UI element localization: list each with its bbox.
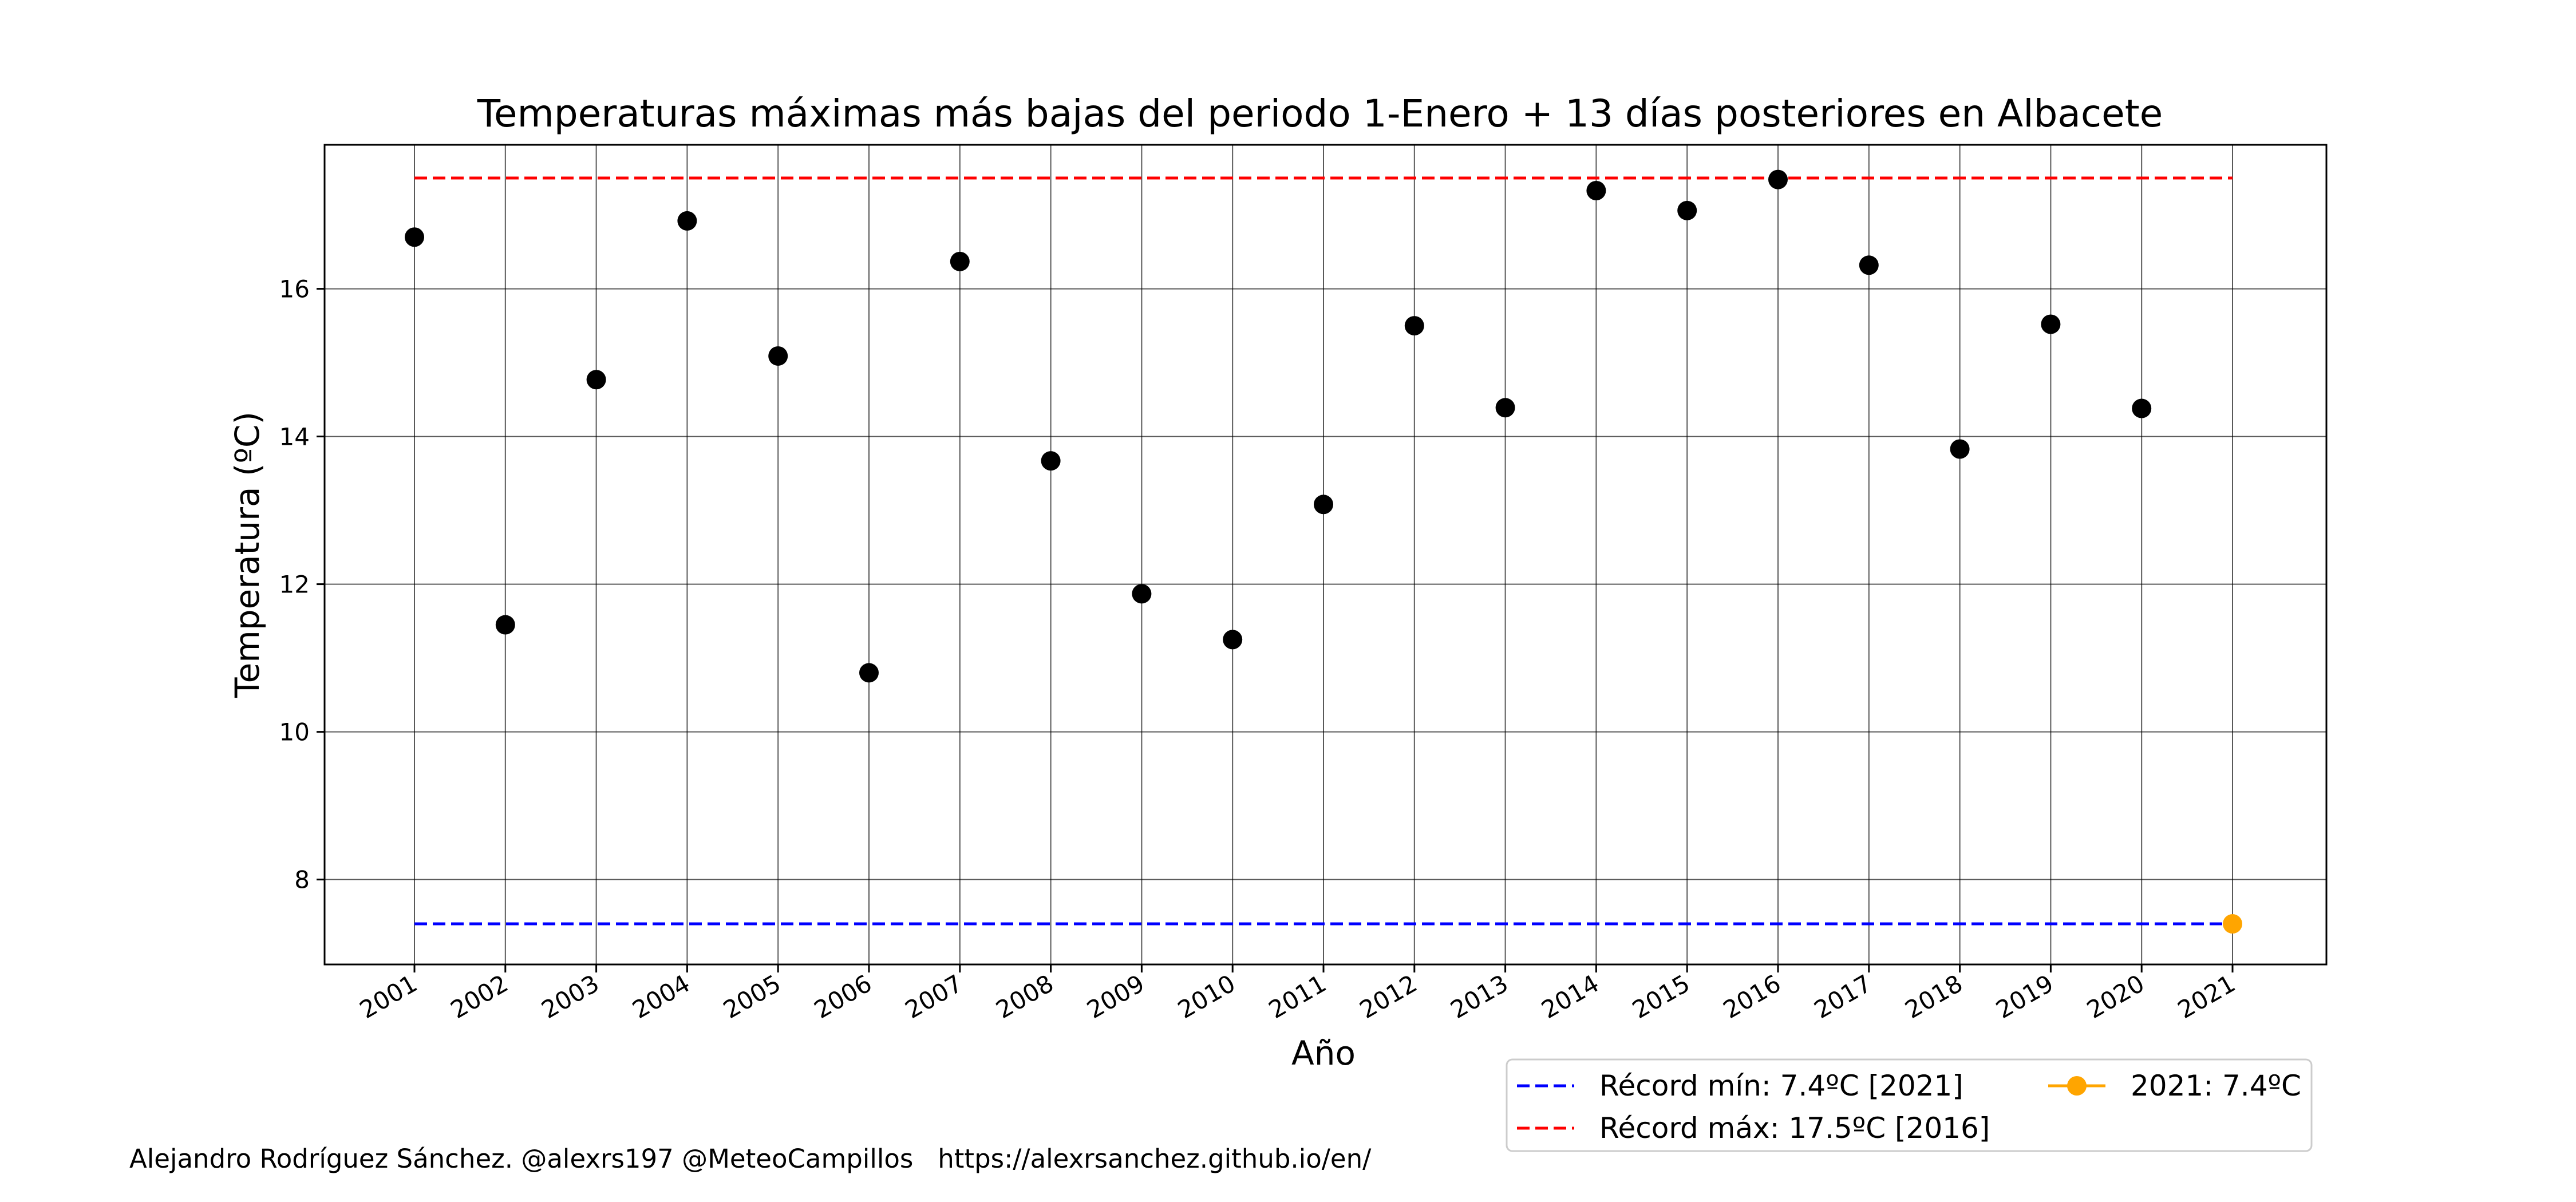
data-point bbox=[859, 663, 879, 683]
chart-title: Temperaturas máximas más bajas del perio… bbox=[477, 92, 2163, 136]
x-tick-label: 2020 bbox=[2082, 969, 2149, 1024]
x-tick-label: 2016 bbox=[1718, 969, 1785, 1024]
x-axis-label: Año bbox=[1291, 1034, 1356, 1073]
data-point bbox=[405, 227, 424, 247]
data-point bbox=[1586, 180, 1606, 200]
data-point bbox=[1950, 439, 1970, 459]
grid-lines bbox=[325, 145, 2326, 964]
x-tick-label: 2012 bbox=[1355, 969, 1422, 1024]
author-credit: Alejandro Rodríguez Sánchez. @alexrs197 … bbox=[129, 1144, 1372, 1174]
plot-frame bbox=[323, 144, 2328, 966]
x-tick-label: 2010 bbox=[1173, 969, 1240, 1024]
data-point bbox=[950, 251, 970, 271]
y-tick-label: 12 bbox=[279, 571, 310, 599]
x-tick-label: 2019 bbox=[1991, 969, 2058, 1024]
y-tick-label: 10 bbox=[279, 718, 310, 746]
x-axis-ticks: 2001 2002 2003 2004 2005 2006 2007 2008 2009 2010… bbox=[355, 964, 2240, 1024]
legend-swatch-marker bbox=[2067, 1076, 2087, 1096]
data-point bbox=[1132, 584, 1152, 604]
y-axis-label: Temperatura (ºC) bbox=[228, 412, 267, 698]
data-point bbox=[1677, 200, 1697, 220]
data-point bbox=[495, 615, 515, 635]
y-tick-label: 8 bbox=[294, 866, 310, 894]
x-tick-label: 2011 bbox=[1264, 969, 1331, 1024]
highlight-point bbox=[2223, 914, 2242, 934]
data-point bbox=[1223, 630, 1243, 650]
data-point bbox=[1495, 398, 1515, 418]
reference-lines bbox=[414, 176, 2233, 926]
x-tick-label: 2013 bbox=[1446, 969, 1513, 1024]
x-tick-label: 2017 bbox=[1809, 969, 1876, 1024]
x-tick-label: 2006 bbox=[809, 969, 876, 1024]
x-tick-label: 2015 bbox=[1627, 969, 1694, 1024]
x-tick-label: 2009 bbox=[1082, 969, 1149, 1024]
data-point bbox=[1859, 255, 1879, 275]
legend-label: 2021: 7.4ºC bbox=[2131, 1069, 2301, 1102]
data-point bbox=[1041, 451, 1061, 471]
x-tick-label: 2002 bbox=[446, 969, 513, 1024]
x-tick-label: 2014 bbox=[1536, 969, 1603, 1024]
x-tick-label: 2004 bbox=[627, 969, 694, 1024]
x-tick-label: 2001 bbox=[355, 969, 422, 1024]
data-point bbox=[677, 211, 697, 231]
legend: Récord mín: 7.4ºC [2021] Récord máx: 17.5… bbox=[1506, 1058, 2313, 1152]
data-point bbox=[768, 346, 788, 366]
data-point bbox=[1404, 316, 1424, 336]
legend-label: Récord máx: 17.5ºC [2016] bbox=[1599, 1112, 1990, 1145]
data-point bbox=[586, 370, 606, 390]
data-points bbox=[405, 169, 2242, 934]
data-point bbox=[2132, 398, 2152, 418]
x-tick-label: 2018 bbox=[1901, 969, 1967, 1024]
legend-label: Récord mín: 7.4ºC [2021] bbox=[1599, 1069, 1963, 1102]
legend-box bbox=[1506, 1058, 2313, 1152]
x-tick-label: 2005 bbox=[718, 969, 785, 1024]
data-point bbox=[2041, 314, 2061, 334]
x-tick-label: 2007 bbox=[900, 969, 967, 1024]
x-tick-label: 2021 bbox=[2173, 969, 2240, 1024]
x-tick-label: 2003 bbox=[537, 969, 604, 1024]
data-point bbox=[1768, 169, 1788, 189]
x-tick-label: 2008 bbox=[991, 969, 1058, 1024]
data-point bbox=[1314, 495, 1333, 515]
y-tick-label: 16 bbox=[279, 275, 310, 303]
y-axis-ticks: 8 10 12 14 16 bbox=[279, 275, 325, 894]
y-tick-label: 14 bbox=[279, 423, 310, 451]
